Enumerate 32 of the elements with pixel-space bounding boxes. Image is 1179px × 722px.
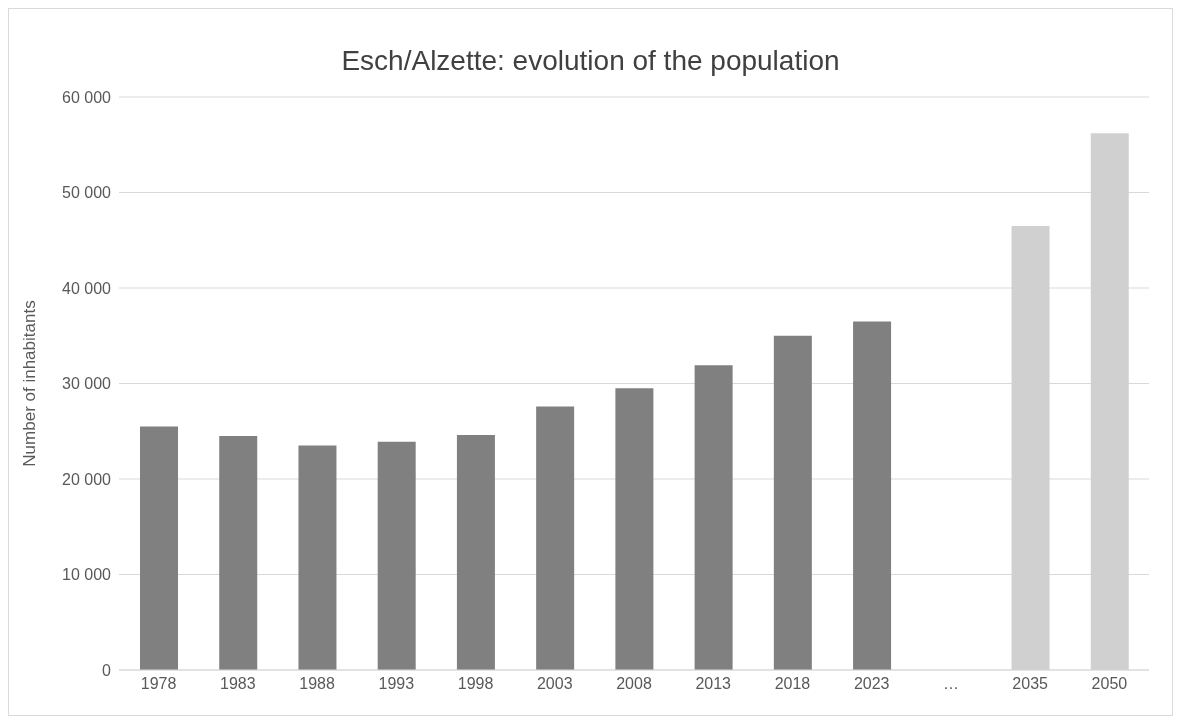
bar: [694, 365, 733, 670]
bar: [853, 321, 892, 670]
bar: [140, 426, 178, 670]
x-tick-label: 2008: [616, 675, 652, 693]
x-tick-label: 1998: [457, 675, 494, 693]
y-axis-title: Number of inhabitants: [20, 300, 40, 467]
y-tick-label: 20 000: [62, 470, 112, 488]
x-tick-label: 2003: [536, 675, 573, 693]
x-tick-label: 1983: [220, 675, 256, 693]
bar: [456, 435, 495, 670]
x-tick-label: …: [942, 675, 959, 693]
chart-title: Esch/Alzette: evolution of the population: [340, 44, 841, 78]
bar: [615, 388, 654, 670]
x-tick-label: 1988: [299, 675, 335, 693]
x-tick-label: 2023: [853, 675, 890, 693]
bar: [536, 406, 575, 670]
x-tick-label: 2018: [774, 675, 811, 693]
y-tick-label: 30 000: [62, 375, 112, 393]
y-tick-label: 10 000: [62, 566, 112, 584]
x-tick-label: 2050: [1091, 675, 1128, 693]
bar: [377, 441, 416, 670]
y-tick-label: 40 000: [62, 279, 112, 297]
y-tick-label: 60 000: [62, 88, 112, 106]
bar: [298, 445, 337, 670]
x-tick-label: 2035: [1012, 675, 1049, 693]
x-tick-label: 1978: [140, 675, 177, 693]
bar: [219, 436, 258, 670]
x-tick-label: 1993: [378, 675, 415, 693]
y-tick-label: 50 000: [62, 184, 112, 202]
x-tick-label: 2013: [695, 675, 732, 693]
y-tick-label: 0: [102, 661, 112, 679]
bar: [773, 335, 812, 670]
